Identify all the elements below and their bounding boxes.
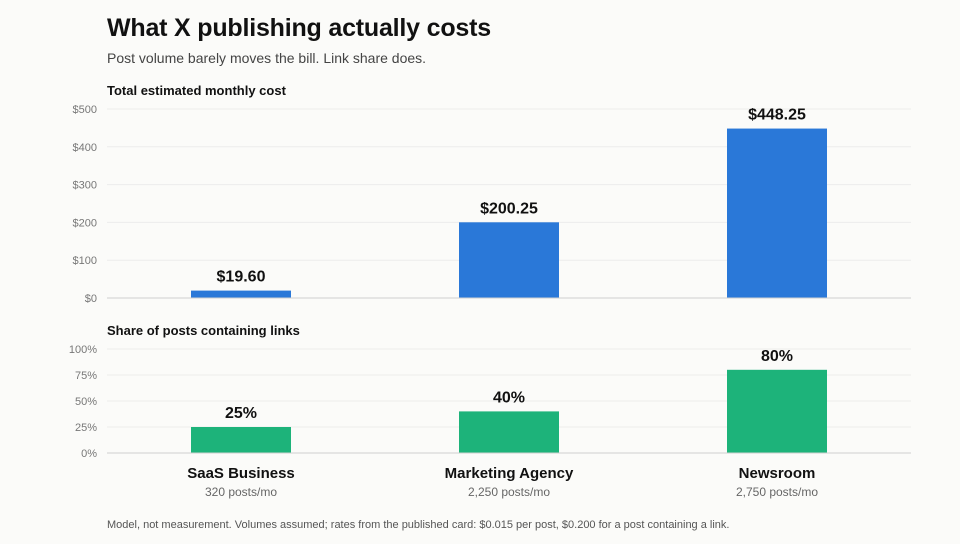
page-title: What X publishing actually costs: [107, 14, 491, 42]
links-y-tick-label: 100%: [69, 344, 97, 356]
category-label: Newsroom: [739, 465, 816, 482]
cost-y-tick-label: $300: [73, 180, 97, 192]
page-subtitle: Post volume barely moves the bill. Link …: [107, 50, 427, 66]
cost-data-label: $448.25: [748, 107, 806, 124]
cost-bar: [191, 290, 291, 298]
links-panel-title: Share of posts containing links: [107, 323, 300, 338]
category-label: Marketing Agency: [445, 465, 574, 482]
cost-panel-title: Total estimated monthly cost: [107, 83, 287, 98]
links-bar: [459, 411, 559, 453]
cost-y-tick-label: $500: [73, 104, 97, 116]
links-bar: [727, 369, 827, 453]
footnote: Model, not measurement. Volumes assumed;…: [107, 519, 730, 531]
category-volume-label: 2,750 posts/mo: [736, 485, 818, 499]
cost-y-tick-label: $0: [85, 293, 97, 305]
category-volume-label: 320 posts/mo: [205, 485, 277, 499]
links-y-tick-label: 50%: [75, 396, 97, 408]
category-labels: SaaS Business 320 posts/mo Marketing Agenc…: [187, 465, 818, 499]
links-y-tick-label: 25%: [75, 422, 97, 434]
category-volume-label: 2,250 posts/mo: [468, 485, 550, 499]
category-label: SaaS Business: [187, 465, 295, 482]
cost-data-label: $200.25: [480, 200, 538, 217]
links-y-tick-label: 75%: [75, 370, 97, 382]
cost-panel: Total estimated monthly cost $0 $100 $200 $…: [73, 83, 911, 305]
cost-y-tick-label: $400: [73, 142, 97, 154]
links-data-label: 40%: [493, 389, 525, 406]
links-y-tick-label: 0%: [81, 448, 97, 460]
links-data-label: 25%: [225, 405, 257, 422]
cost-bar: [727, 128, 827, 298]
links-panel: Share of posts containing links 0% 25% 50%…: [69, 323, 911, 460]
cost-bar: [459, 222, 559, 298]
cost-y-tick-label: $200: [73, 217, 97, 229]
cost-data-label: $19.60: [217, 269, 266, 286]
links-data-label: 80%: [761, 348, 793, 365]
cost-y-tick-label: $100: [73, 255, 97, 267]
links-bar: [191, 427, 291, 453]
